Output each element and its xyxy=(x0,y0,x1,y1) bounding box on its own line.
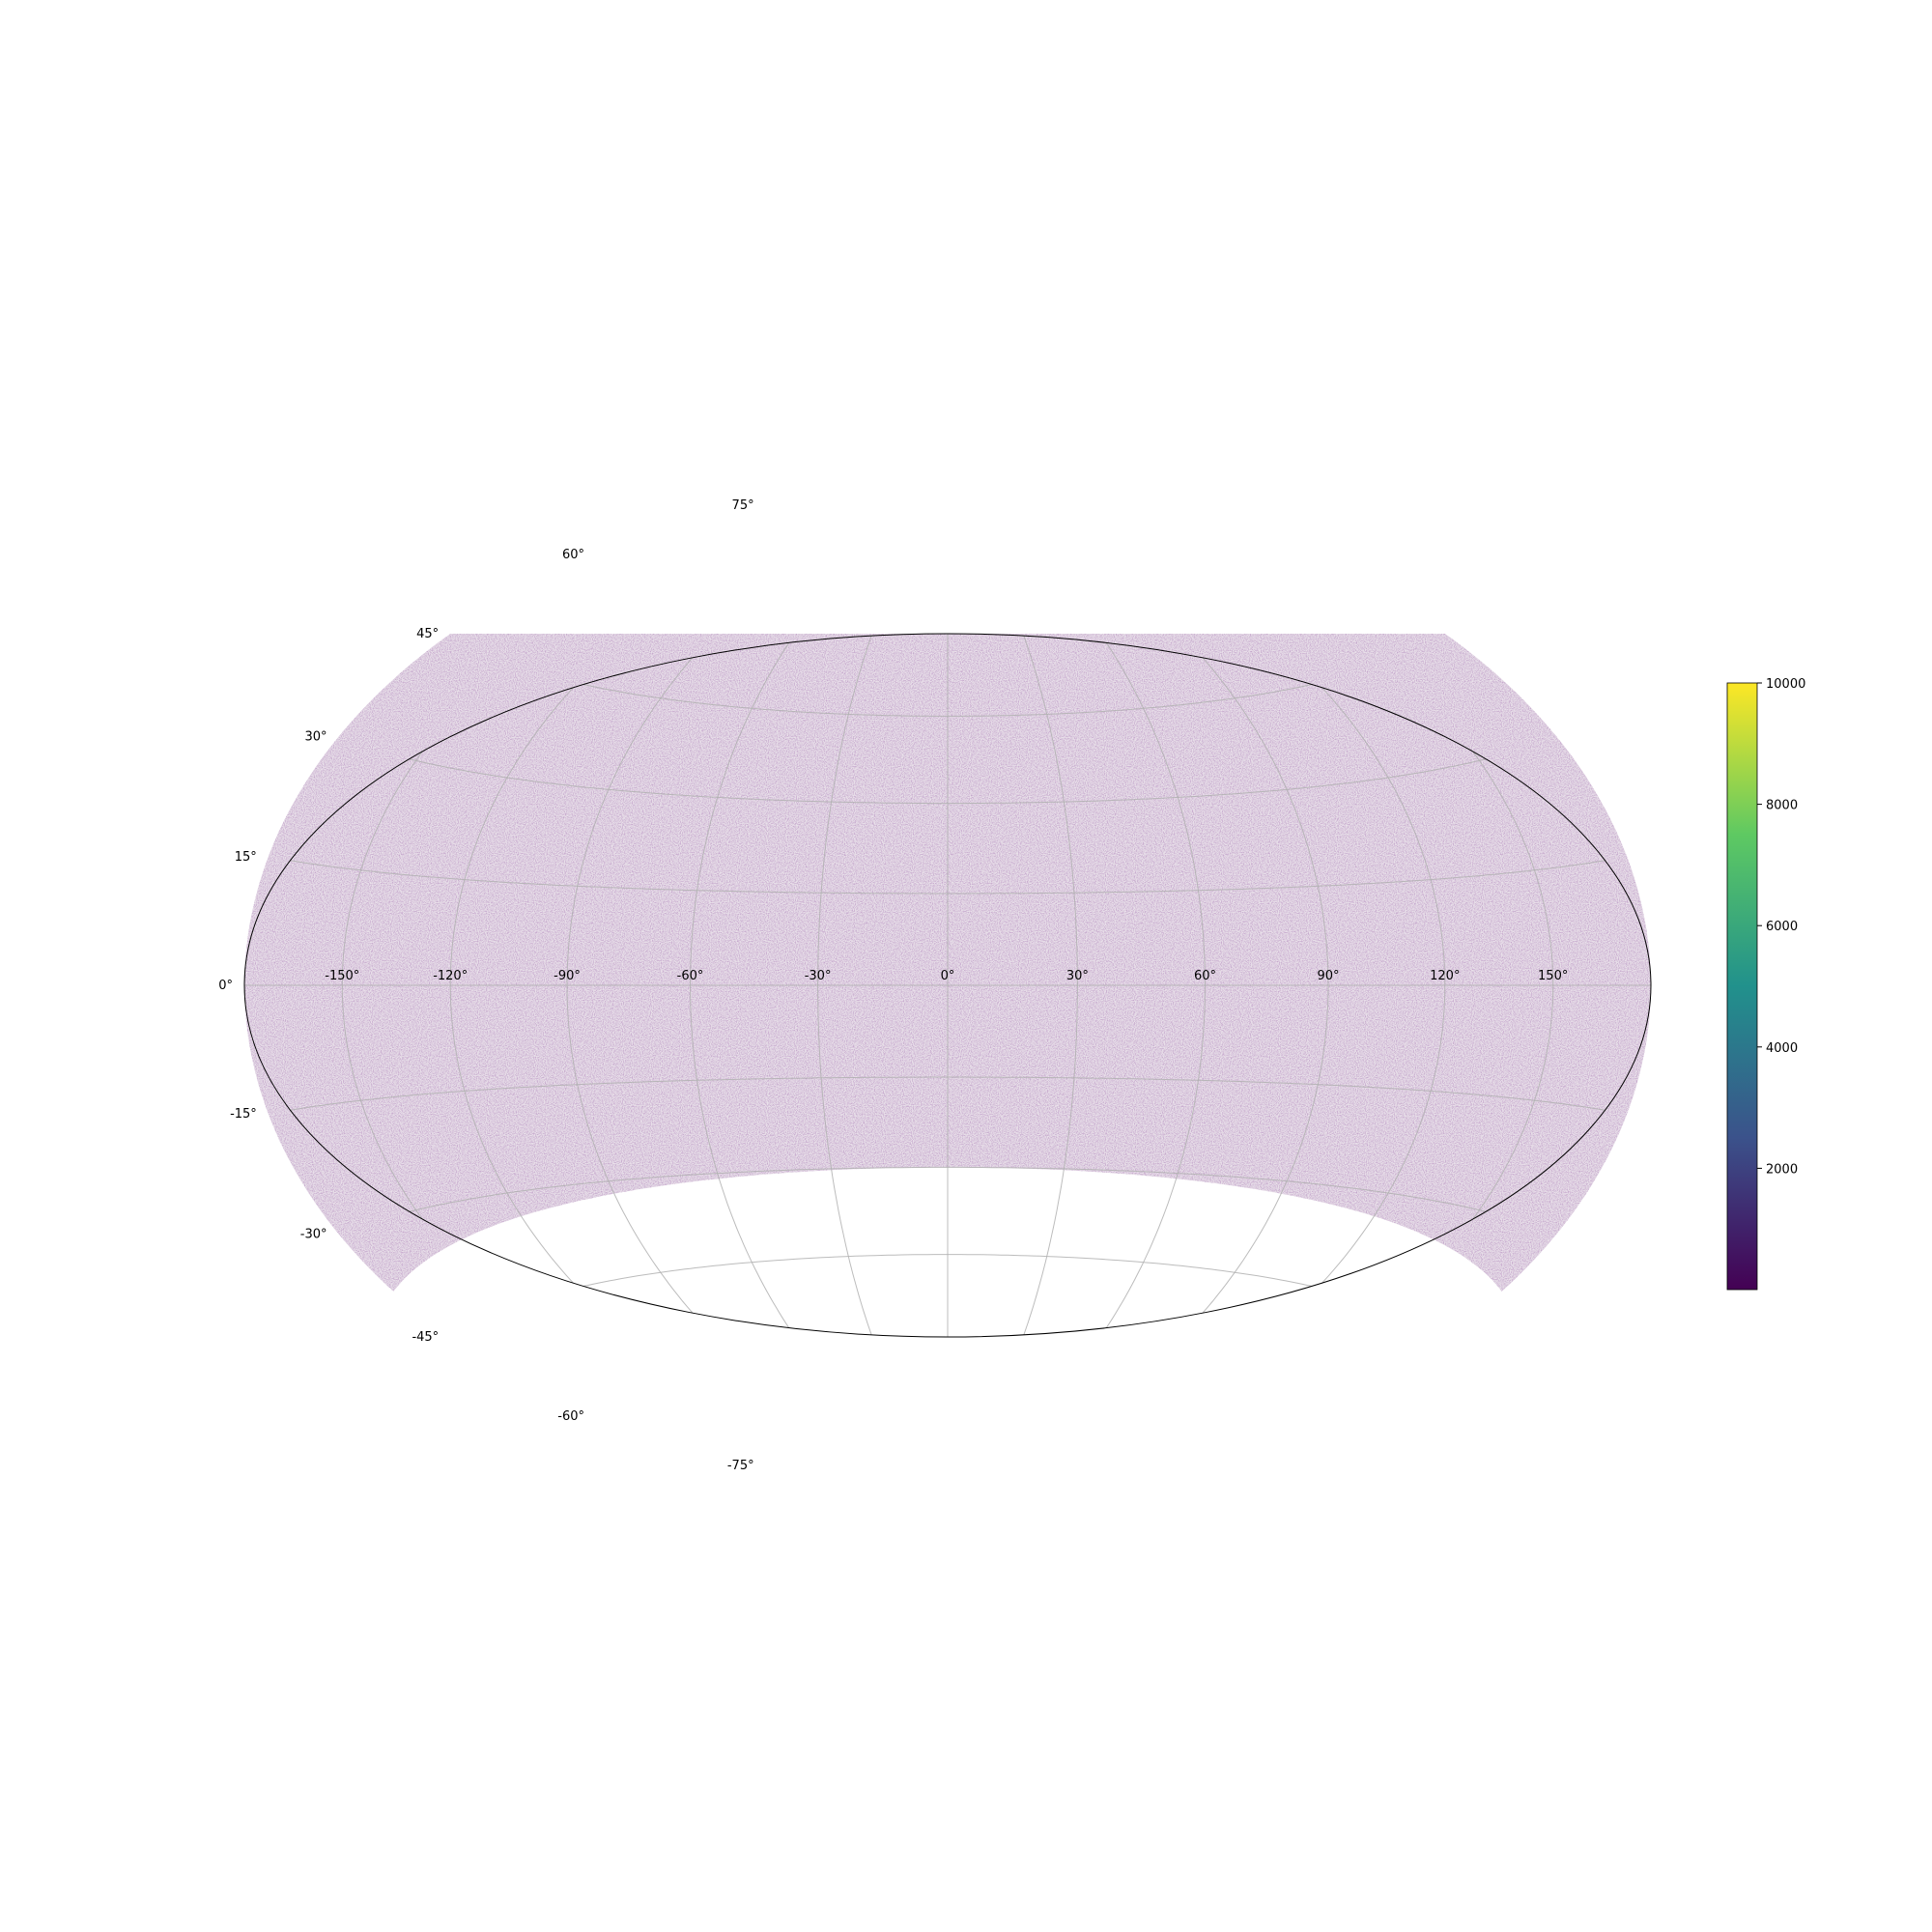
longitude-tick-label: -150° xyxy=(325,969,359,983)
meridian-line xyxy=(1118,634,1554,1337)
longitude-tick-label: 30° xyxy=(1066,969,1089,983)
colorbar: 2000 4000 6000 8000 10000 xyxy=(1726,677,1805,1291)
longitude-tick-label: -90° xyxy=(554,969,581,983)
map-frame xyxy=(243,633,1652,1338)
latitude-tick-label: 0° xyxy=(218,979,233,993)
longitude-tick-label: 90° xyxy=(1317,969,1339,983)
colorbar-tick-label: 8000 xyxy=(1766,799,1798,813)
latitude-tick-label: 15° xyxy=(235,850,257,865)
longitude-tick-label: -120° xyxy=(433,969,468,983)
latitude-tick-label: 45° xyxy=(416,627,439,641)
colorbar-tick-label: 4000 xyxy=(1766,1041,1798,1056)
latitude-tick-label: -75° xyxy=(727,1459,754,1473)
colorbar-gradient xyxy=(1726,682,1758,1291)
longitude-tick-label: 60° xyxy=(1194,969,1216,983)
longitude-tick-label: 0° xyxy=(941,969,955,983)
latitude-tick-label: -15° xyxy=(230,1107,257,1122)
longitude-tick-label: -60° xyxy=(677,969,704,983)
longitude-tick-label: 120° xyxy=(1430,969,1460,983)
parallel-line xyxy=(766,505,1130,557)
colorbar-tick-label: 2000 xyxy=(1766,1162,1798,1177)
meridian-line xyxy=(989,634,1078,1337)
meridian-line xyxy=(1029,634,1207,1337)
colorbar-tick-label: 6000 xyxy=(1766,920,1798,934)
longitude-tick-labels: -150° -120° -90° -60° -30° 0° 30° 60° 90° 120° 150… xyxy=(325,969,1568,983)
parallel-line xyxy=(766,1413,1130,1465)
latitude-tick-label: 75° xyxy=(732,498,754,513)
parallel-line xyxy=(595,1336,1300,1337)
latitude-tick-label: 30° xyxy=(304,730,327,745)
latitude-tick-label: -60° xyxy=(557,1409,584,1424)
longitude-tick-label: -30° xyxy=(805,969,832,983)
latitude-tick-label: -30° xyxy=(300,1227,327,1241)
parallel-line xyxy=(595,634,1300,635)
meridian-line xyxy=(1065,634,1329,1337)
longitude-tick-label: 150° xyxy=(1538,969,1568,983)
latitude-tick-label: 60° xyxy=(562,548,584,562)
meridian-line xyxy=(689,634,867,1337)
latitude-tick-label: -45° xyxy=(412,1330,439,1345)
meridian-line xyxy=(817,634,906,1337)
latitude-tick-labels: 75° 60° 45° 30° 15° 0° -15° -30° -45° -60° -75° xyxy=(218,498,753,1473)
meridian-line xyxy=(566,634,830,1337)
colorbar-ticks: 2000 4000 6000 8000 10000 xyxy=(1757,677,1805,1177)
colorbar-tick-label: 10000 xyxy=(1766,677,1805,692)
meridian-line xyxy=(341,634,778,1337)
